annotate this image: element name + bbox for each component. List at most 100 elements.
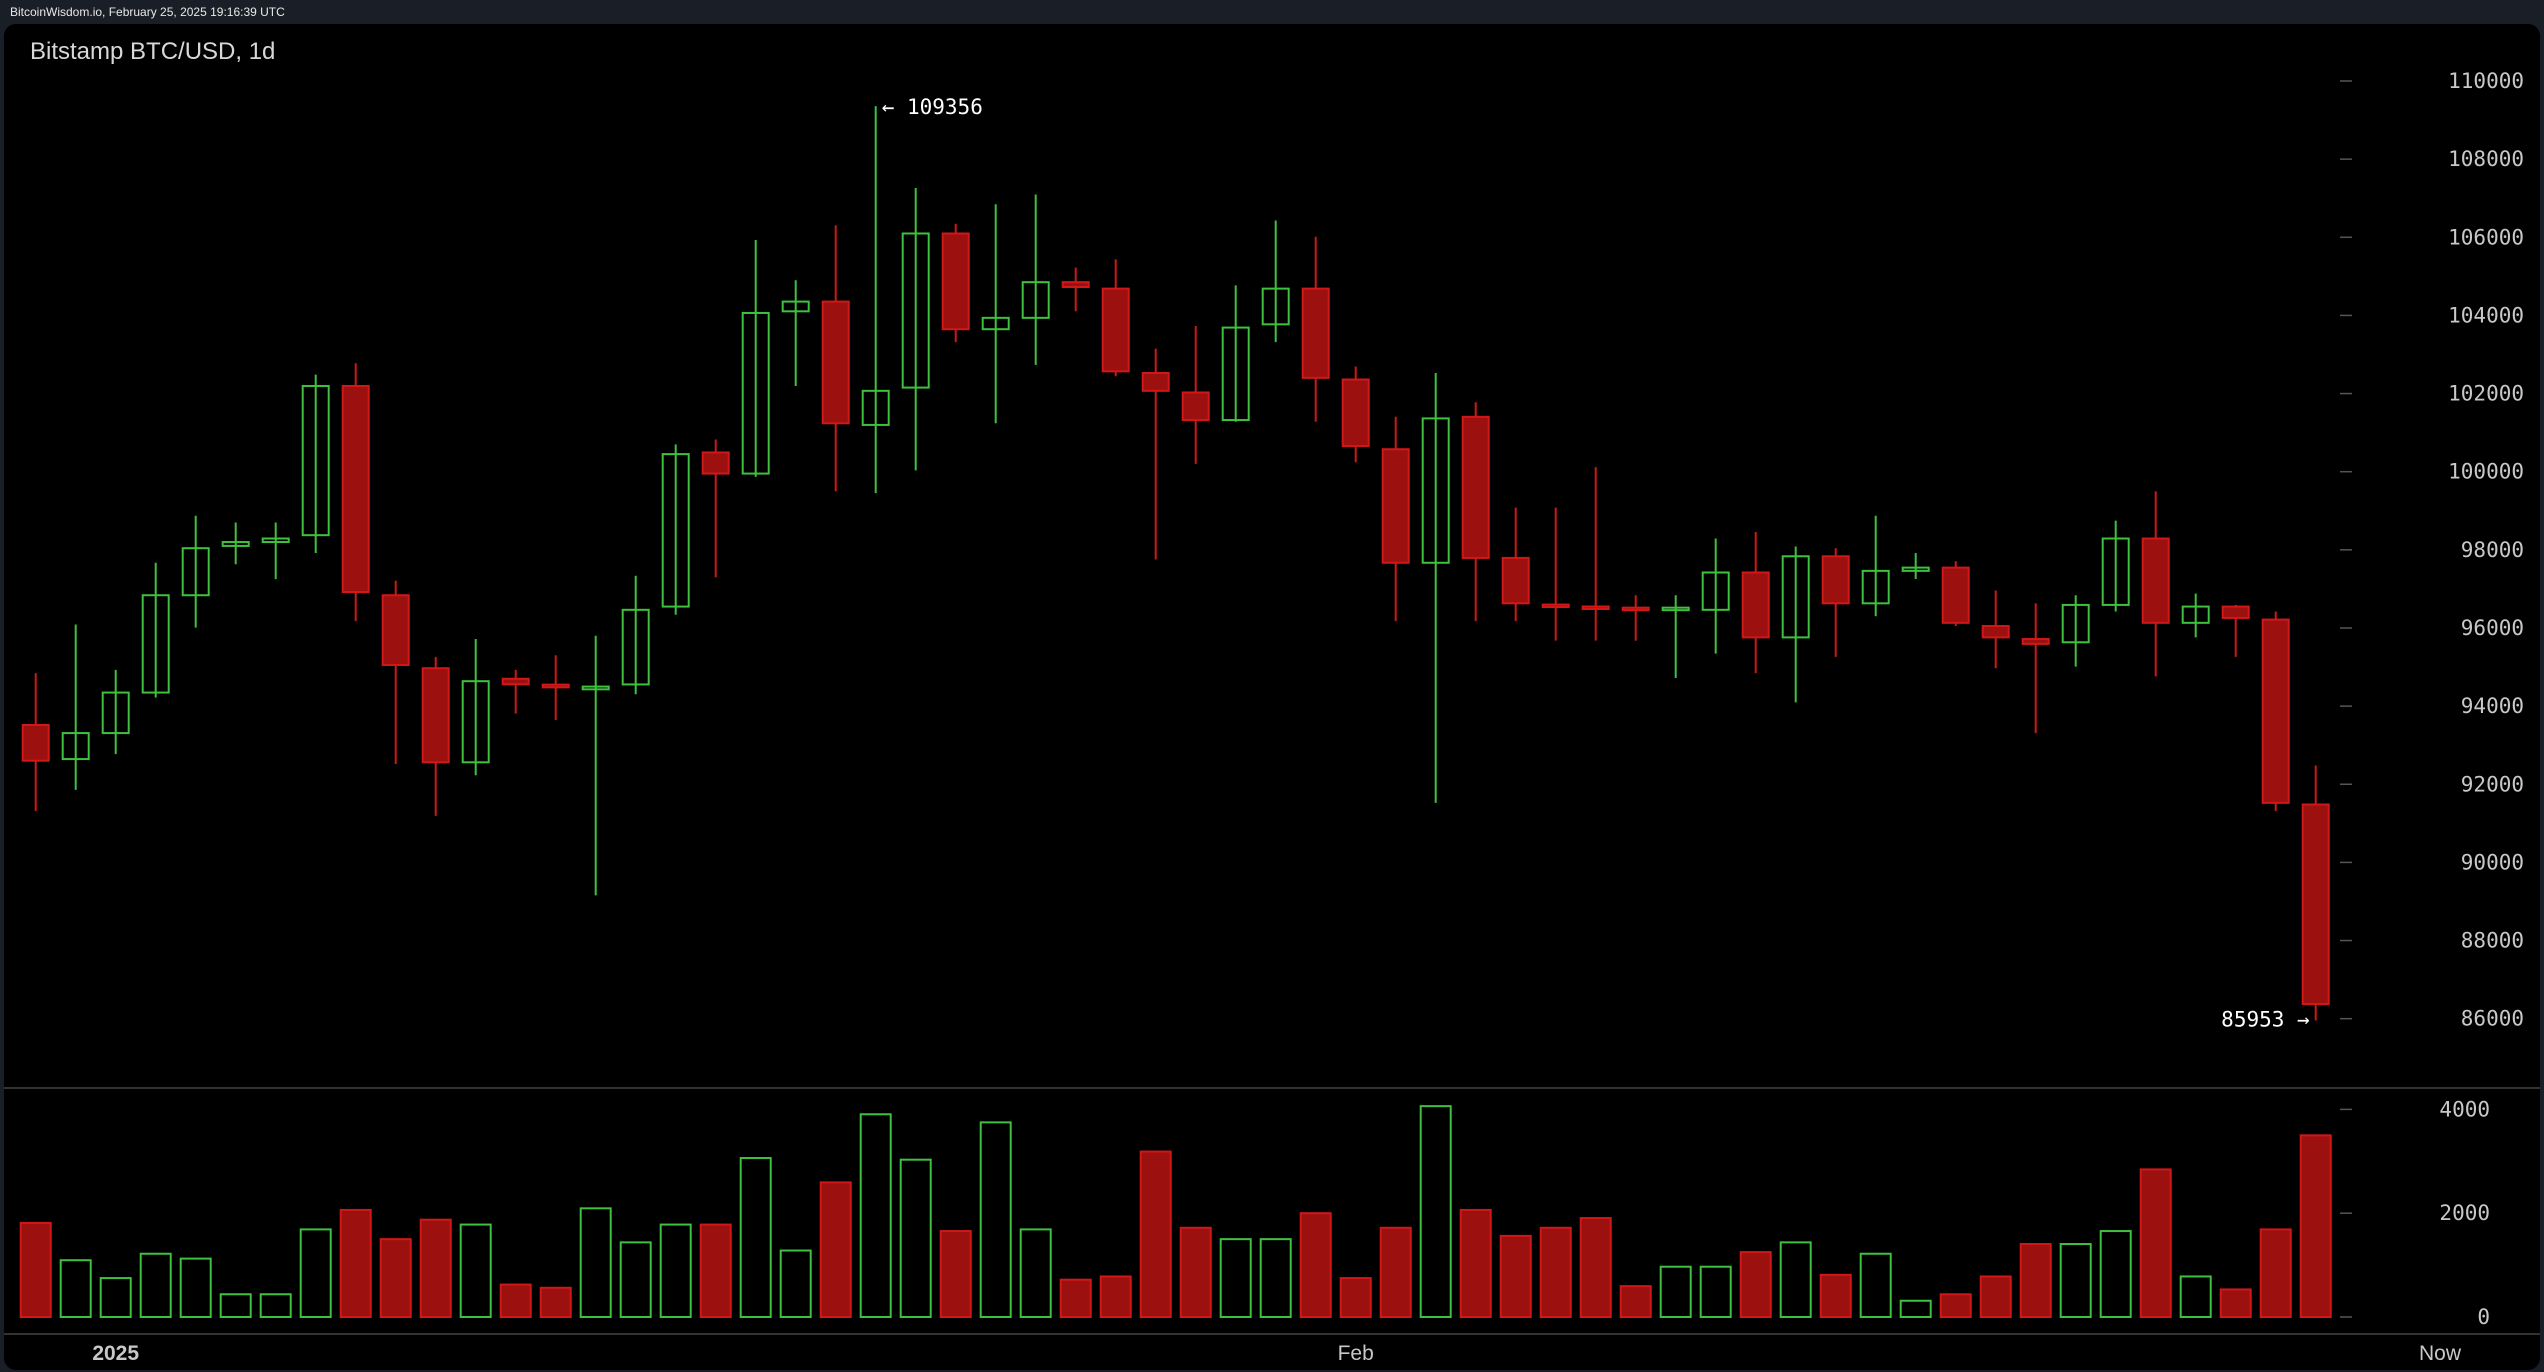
volume-bar-up	[179, 1257, 212, 1319]
candle-body-up	[661, 453, 690, 608]
candle-body-up	[621, 608, 650, 686]
volume-bar-down	[1579, 1217, 1612, 1319]
candle-body-up	[2181, 605, 2210, 624]
candle-body-down	[1541, 603, 1570, 609]
price-tick-label: 104000	[2448, 303, 2524, 327]
volume-bar-up	[779, 1249, 812, 1319]
candle-body-up	[901, 232, 930, 389]
candle-body-down	[1341, 378, 1370, 447]
volume-bar-down	[2299, 1134, 2332, 1318]
candle-body-down	[341, 384, 370, 593]
volume-bar-down	[1179, 1226, 1212, 1319]
candle-body-up	[261, 537, 290, 544]
volume-bar-up	[1899, 1299, 1932, 1318]
price-tick-label: 106000	[2448, 225, 2524, 249]
volume-bar-down	[1499, 1234, 1532, 1318]
volume-bar-up	[579, 1207, 612, 1319]
volume-bar-down	[499, 1283, 532, 1318]
candle-body-down	[541, 683, 570, 689]
candle-body-down	[2261, 618, 2290, 804]
volume-tick-label: 4000	[2439, 1097, 2490, 1121]
volume-tick-label: 0	[2477, 1305, 2490, 1329]
candle-body-up	[61, 732, 90, 761]
candle-body-down	[2021, 638, 2050, 645]
candle-body-up	[781, 300, 810, 313]
volume-bar-down	[339, 1208, 372, 1318]
price-tick-label: 94000	[2461, 694, 2524, 718]
volume-bar-down	[1979, 1275, 2012, 1318]
candle-body-down	[1101, 287, 1130, 373]
candle-body-up	[1021, 281, 1050, 319]
volume-bar-up	[659, 1223, 692, 1318]
volume-bar-up	[219, 1293, 252, 1319]
candle-body-down	[701, 451, 730, 475]
volume-bar-up	[1779, 1241, 1812, 1318]
volume-bar-down	[1299, 1212, 1332, 1318]
candle-body-down	[501, 677, 530, 686]
candle-body-down	[1741, 571, 1770, 639]
candle-body-down	[941, 232, 970, 331]
candle-body-down	[1941, 566, 1970, 624]
volume-bar-up	[979, 1121, 1012, 1318]
candle-body-up	[1901, 566, 1930, 572]
candle-body-down	[1501, 556, 1530, 605]
candle-body-down	[2221, 605, 2250, 619]
candle-body-up	[741, 311, 770, 475]
volume-bar-down	[379, 1238, 412, 1319]
candle-body-down	[1141, 372, 1170, 392]
candle-body-up	[2061, 603, 2090, 644]
candle-body-up	[1221, 326, 1250, 422]
candle-body-up	[221, 541, 250, 547]
volume-bar-up	[1859, 1252, 1892, 1318]
candle-body-up	[1421, 417, 1450, 564]
volume-bar-down	[1819, 1273, 1852, 1318]
candle-body-up	[861, 389, 890, 426]
candle-body-down	[1621, 606, 1650, 612]
candle-body-up	[101, 691, 130, 735]
price-tick-label: 96000	[2461, 616, 2524, 640]
candle-body-down	[1461, 415, 1490, 559]
volume-bar-up	[299, 1228, 332, 1319]
candle-body-down	[2141, 537, 2170, 624]
volume-bar-up	[1259, 1238, 1292, 1319]
candle-body-down	[1581, 605, 1610, 610]
x-tick-label: Now	[2419, 1342, 2462, 1365]
candle-body-up	[2101, 537, 2130, 606]
volume-bar-up	[1699, 1265, 1732, 1318]
volume-bar-up	[899, 1158, 932, 1318]
price-tick-label: 108000	[2448, 147, 2524, 171]
volume-bar-down	[2139, 1168, 2172, 1318]
volume-bar-up	[259, 1293, 292, 1319]
volume-bar-up	[59, 1259, 92, 1319]
candle-body-up	[981, 316, 1010, 331]
volume-bar-down	[19, 1221, 52, 1318]
volume-bar-down	[419, 1218, 452, 1318]
price-tick-label: 88000	[2461, 929, 2524, 953]
volume-bar-up	[459, 1223, 492, 1318]
volume-bar-up	[139, 1252, 172, 1318]
volume-bar-down	[1939, 1293, 1972, 1319]
price-tick-label: 90000	[2461, 850, 2524, 874]
candle-body-up	[1781, 555, 1810, 639]
volume-bar-down	[1619, 1285, 1652, 1318]
x-tick-label: 2025	[92, 1342, 139, 1365]
candle-body-down	[1181, 391, 1210, 422]
candle-body-down	[1981, 625, 2010, 639]
volume-tick-label: 2000	[2439, 1201, 2490, 1225]
candle-body-up	[1861, 569, 1890, 605]
candle-body-up	[181, 547, 210, 597]
price-tick-label: 98000	[2461, 538, 2524, 562]
volume-bar-up	[1019, 1228, 1052, 1319]
source-timestamp: BitcoinWisdom.io, February 25, 2025 19:1…	[0, 0, 2544, 24]
volume-bar-up	[1419, 1105, 1452, 1318]
candle-body-up	[1261, 287, 1290, 326]
volume-bar-down	[539, 1286, 572, 1318]
candle-body-down	[421, 667, 450, 764]
candle-body-up	[581, 685, 610, 691]
volume-bar-down	[1379, 1226, 1412, 1319]
price-tick-label: 92000	[2461, 772, 2524, 796]
candle-body-down	[1821, 555, 1850, 605]
candle-body-up	[461, 680, 490, 764]
volume-bar-up	[2059, 1243, 2092, 1318]
